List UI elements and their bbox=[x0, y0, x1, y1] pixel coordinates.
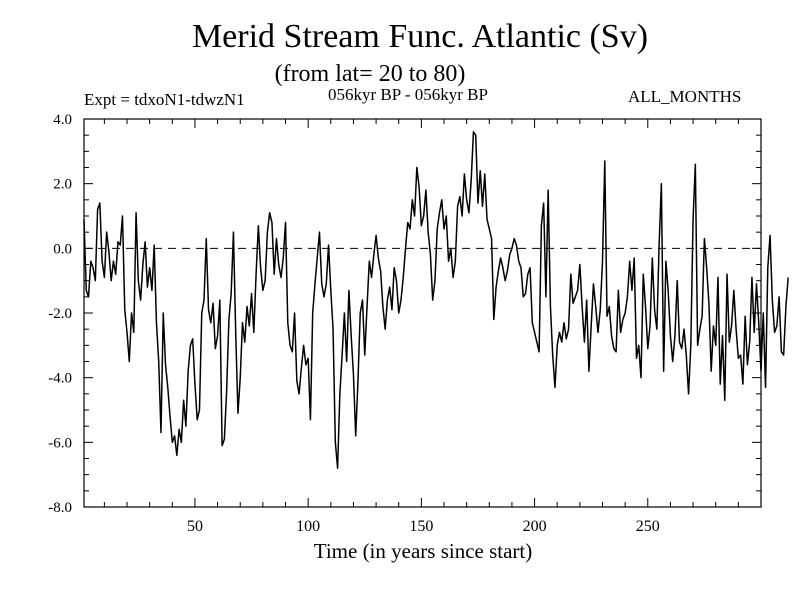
y-tick-label: 4.0 bbox=[53, 112, 72, 128]
months-label: ALL_MONTHS bbox=[628, 87, 742, 106]
y-tick-label: -8.0 bbox=[48, 500, 72, 516]
axis-tick-labels: 50 100 150 200 250 -8.0 -6.0 -4.0 -2.0 0.0 2.0 4.0 bbox=[48, 112, 660, 535]
x-axis-label: Time (in years since start) bbox=[314, 539, 533, 563]
axis-ticks bbox=[84, 119, 761, 507]
period-label: 056kyr BP - 056kyr BP bbox=[328, 85, 488, 104]
y-tick-label: 0.0 bbox=[53, 241, 72, 257]
y-tick-label: -6.0 bbox=[48, 435, 72, 451]
x-tick-label: 50 bbox=[187, 518, 203, 535]
plot-frame bbox=[83, 118, 762, 508]
y-tick-label: -4.0 bbox=[48, 371, 72, 387]
x-tick-label: 250 bbox=[636, 518, 660, 535]
chart-subtitle: (from lat= 20 to 80) bbox=[274, 61, 466, 87]
y-tick-label: -2.0 bbox=[48, 306, 72, 322]
experiment-label: Expt = tdxoN1-tdwzN1 bbox=[84, 90, 245, 109]
y-tick-label: 2.0 bbox=[53, 177, 72, 193]
chart-title: Merid Stream Func. Atlantic (Sv) bbox=[191, 18, 649, 55]
x-tick-label: 150 bbox=[409, 518, 433, 535]
x-tick-label: 200 bbox=[523, 518, 547, 535]
x-tick-label: 100 bbox=[296, 518, 320, 535]
series-line bbox=[83, 131, 789, 469]
